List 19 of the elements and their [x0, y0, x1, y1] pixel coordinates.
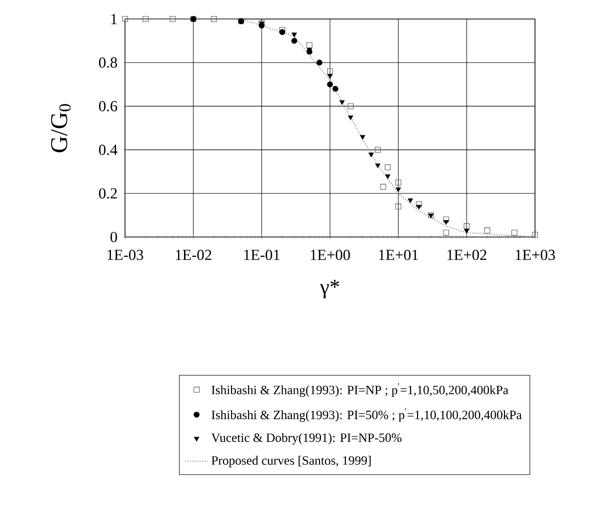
y-axis-title: G/G$_{0}$ [51, 104, 71, 152]
x-tick-label: 1E+00 [310, 250, 350, 260]
x-tick-label: 1E+03 [516, 250, 555, 260]
x-axis-title: γ* [320, 280, 340, 298]
legend-label: Ishibashi & Zhang(1993): PI=NP ; p$^{'}$=1,10,50,200,400kPa [212, 383, 508, 397]
legend-label: Proposed curves [Santos, 1999] [212, 456, 371, 468]
y-tick-label: 0.8 [99, 57, 118, 68]
legend-label: Ishibashi & Zhang(1993): PI=50% ; p$^{'}$=1,10,100,200,400kPa [212, 408, 522, 422]
y-tick-label: 0.6 [99, 101, 118, 112]
y-tick-label: 0.4 [99, 144, 118, 156]
y-tick-label: 0.2 [99, 188, 117, 199]
x-tick-label: 1E-03 [108, 250, 144, 260]
y-tick-label: 1 [111, 14, 117, 24]
x-tick-label: 1E+02 [448, 250, 486, 260]
y-tick-label: 0 [110, 232, 118, 242]
legend-label: Vucetic & Dobry(1991): PI=NP-50% [211, 433, 402, 445]
x-tick-label: 1E-01 [244, 250, 280, 260]
x-tick-label: 1E+01 [379, 250, 418, 260]
x-tick-label: 1E-02 [176, 250, 212, 260]
